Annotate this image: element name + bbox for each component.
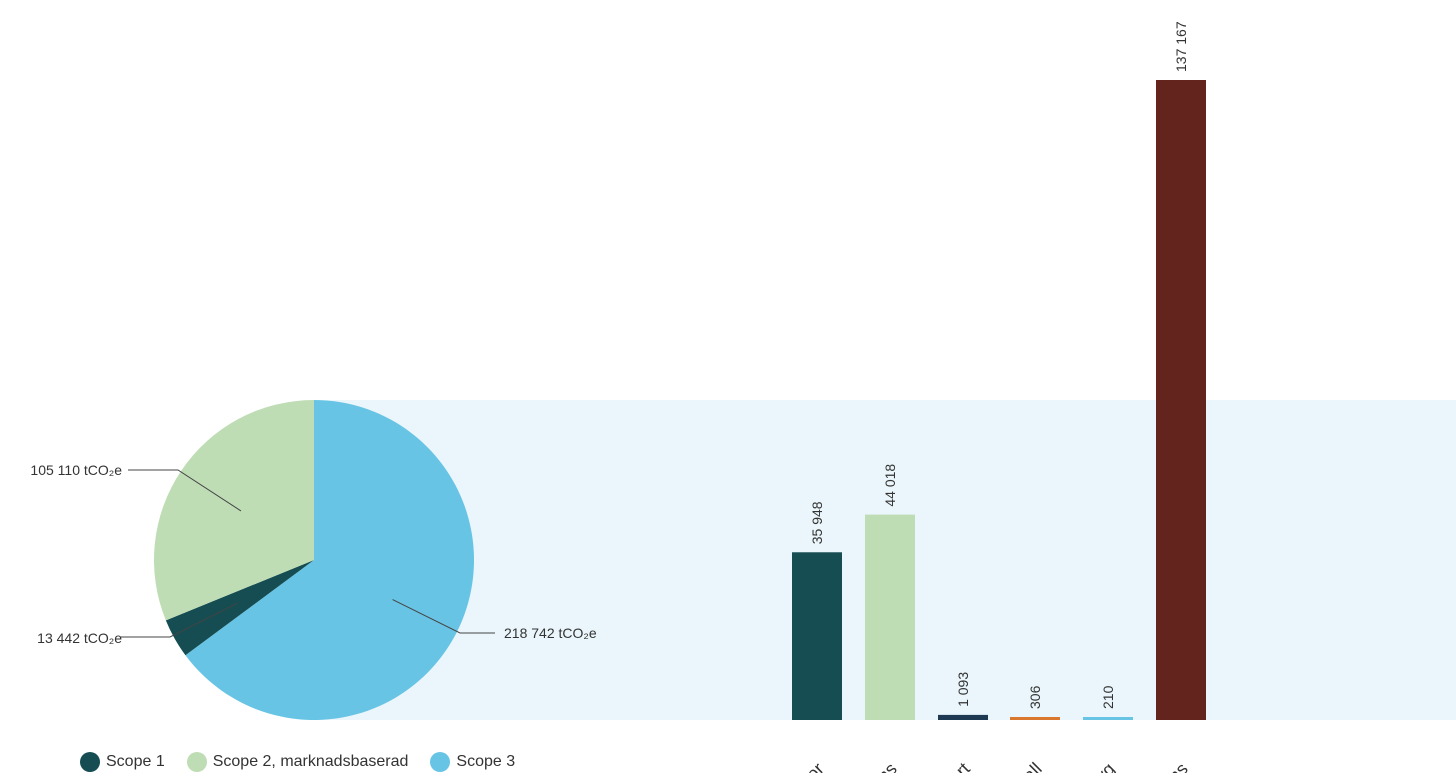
bar-category-label: fall (1015, 759, 1045, 773)
pie-slice-scope-2-marknadsbaserad (153, 400, 314, 621)
pie-leader-line (392, 599, 495, 634)
pie-value-label: 105 110 tCO₂e (30, 462, 122, 478)
bar-category-label: ort (945, 759, 974, 773)
legend-swatch-scope-1 (80, 752, 100, 772)
bar-value-label: 35 948 (809, 501, 825, 544)
legend-swatch-scope-2 (186, 752, 207, 772)
pie-slice-scope-1 (165, 560, 314, 656)
bar-value-label: 137 167 (1173, 21, 1189, 72)
legend-swatch-scope-3 (430, 752, 451, 772)
bar-category-label: ms (870, 759, 901, 773)
legend-item-scope-1: Scope 1 (80, 752, 165, 772)
pie-legend: Scope 1 Scope 2, marknadsbaserad Scope 3 (80, 752, 537, 772)
pie-leader-line (120, 602, 238, 638)
bar-category-label: Flyg (1081, 759, 1119, 773)
pie-value-label: 13 442 tCO₂e (37, 630, 122, 646)
bar-1 (792, 552, 842, 720)
bar-value-label: 1 093 (955, 672, 971, 707)
legend-label-scope-2: Scope 2, marknadsbaserad (212, 753, 409, 770)
pie-slice-scope-3 (185, 400, 474, 720)
bar-6 (1156, 80, 1206, 720)
legend-item-scope-3: Scope 3 (430, 752, 515, 772)
bar-2 (865, 514, 915, 720)
bar-category-label: ms (1161, 759, 1192, 773)
pie-value-label: 218 742 tCO₂e (504, 625, 597, 641)
pie-leader-line (128, 469, 242, 512)
bar-value-label: 44 018 (882, 464, 898, 507)
bar-4 (1010, 717, 1060, 720)
bar-5 (1083, 717, 1133, 720)
legend-item-scope-2: Scope 2, marknadsbaserad (186, 752, 409, 772)
bar-category-label: ror (798, 759, 828, 773)
legend-label-scope-3: Scope 3 (456, 753, 516, 770)
bar-value-label: 306 (1027, 685, 1043, 709)
legend-label-scope-1: Scope 1 (106, 753, 165, 770)
bar-3 (938, 714, 988, 720)
bar-value-label: 210 (1100, 685, 1116, 709)
